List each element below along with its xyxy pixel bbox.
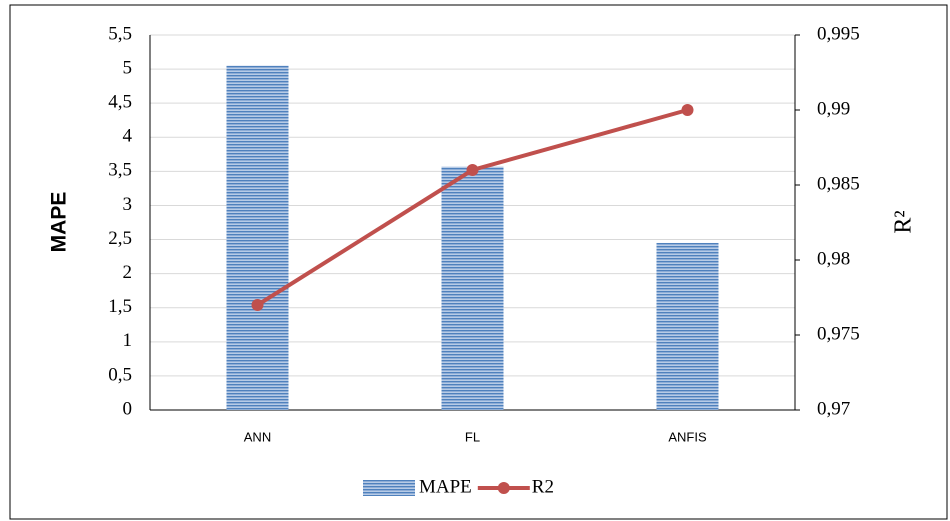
y2-tick-label: 0,98 (817, 248, 850, 269)
y-tick-label: 4 (123, 126, 133, 147)
marker (466, 164, 479, 176)
y-tick-label: 1,5 (108, 296, 132, 317)
marker (681, 104, 694, 116)
legend-swatch (363, 480, 415, 496)
x-tick-label: FL (465, 429, 480, 444)
y-tick-label: 0,5 (108, 364, 132, 385)
x-tick-label: ANN (244, 429, 271, 444)
legend-marker (497, 482, 510, 494)
y-tick-label: 0 (123, 398, 133, 419)
y-tick-label: 4,5 (108, 92, 132, 113)
y-tick-label: 1 (123, 330, 133, 351)
x-tick-label: ANFIS (668, 429, 707, 444)
y-tick-label: 5 (123, 57, 133, 78)
y2-tick-label: 0,975 (817, 323, 860, 344)
y-axis-title: MAPE (48, 192, 71, 253)
y2-axis-title: R² (891, 210, 917, 233)
y-tick-label: 5,5 (108, 23, 132, 44)
y2-tick-label: 0,985 (817, 173, 860, 194)
y-tick-label: 2,5 (108, 228, 132, 249)
bar (441, 166, 504, 410)
y-tick-label: 2 (123, 262, 133, 283)
bar (226, 65, 289, 410)
legend-label: R2 (532, 476, 554, 497)
legend-label: MAPE (419, 476, 472, 497)
y2-tick-label: 0,99 (817, 98, 850, 119)
y-tick-label: 3,5 (108, 160, 132, 181)
y2-tick-label: 0,97 (817, 398, 850, 419)
bar (656, 242, 719, 410)
marker (251, 299, 264, 311)
y-tick-label: 3 (123, 194, 133, 215)
y2-tick-label: 0,995 (817, 23, 860, 44)
